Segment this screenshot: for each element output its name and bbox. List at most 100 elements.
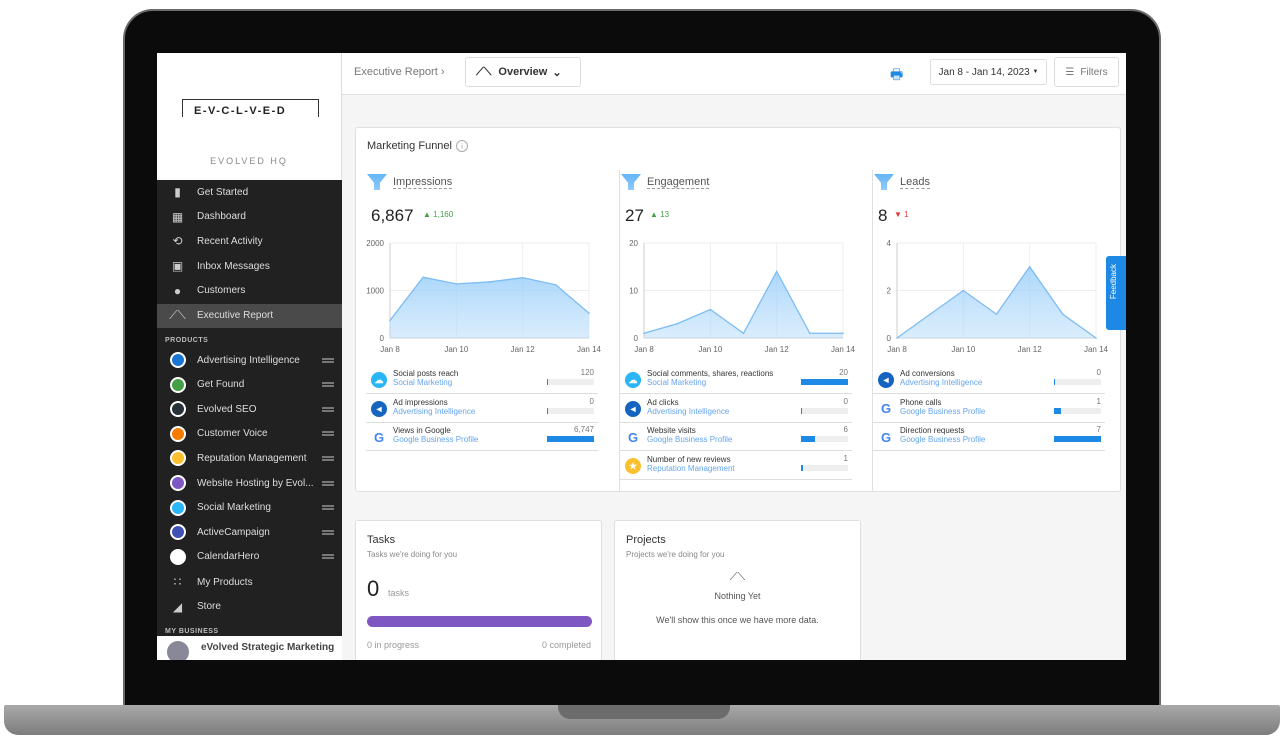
metric-source[interactable]: Google Business Profile — [393, 435, 479, 445]
sidebar-product[interactable]: Reputation Management — [157, 446, 342, 470]
drag-handle-icon[interactable] — [322, 406, 334, 412]
delta-value: 1,160 — [433, 210, 454, 219]
metric-value: 6,747 — [573, 425, 594, 435]
sidebar-product[interactable]: Get Found — [157, 373, 342, 397]
sidebar-item-customers[interactable]: ● Customers — [157, 279, 342, 303]
metric-title: Social posts reach — [393, 369, 459, 378]
column-title[interactable]: Engagement — [647, 176, 710, 189]
view-dropdown[interactable]: ⟋⟍ Overview ⌄ — [465, 57, 581, 87]
column-total: 8 — [878, 206, 888, 225]
sidebar-item-inbox-messages[interactable]: ▣ Inbox Messages — [157, 254, 342, 278]
brand-logo[interactable]: E-V-C-L-V-E-D — [182, 99, 319, 117]
laptop-base — [4, 705, 1280, 735]
drag-handle-icon[interactable] — [322, 480, 334, 486]
metric-bar-fill — [801, 407, 802, 414]
sidebar-item-recent-activity[interactable]: ⟲ Recent Activity — [157, 229, 342, 253]
column-title[interactable]: Impressions — [393, 176, 453, 189]
metric-bar-fill — [547, 407, 548, 414]
sidebar-product[interactable]: CalendarHero — [157, 545, 342, 569]
tasks-subtitle: Tasks we're doing for you — [367, 550, 458, 559]
sidebar-product[interactable]: Website Hosting by Evol... — [157, 471, 342, 495]
metric-title: Ad clicks — [647, 397, 679, 407]
nav-label: Get Found — [197, 379, 245, 391]
area-fill — [390, 277, 589, 338]
metric-title: Website visits — [647, 426, 696, 436]
avatar — [167, 641, 189, 660]
metric-source[interactable]: Google Business Profile — [647, 435, 733, 445]
app-screen: E-V-C-L-V-E-D EVOLVED HQ ▮ Get Started ▦ Da… — [157, 53, 1126, 660]
filters-button[interactable]: ☰ Filters — [1054, 57, 1119, 87]
metric-source[interactable]: Google Business Profile — [900, 435, 986, 445]
sidebar-product[interactable]: Customer Voice — [157, 422, 342, 446]
sidebar-item-my-products[interactable]: ∷ My Products — [157, 570, 342, 594]
person-icon: ● — [173, 283, 182, 298]
area-fill — [897, 266, 1096, 338]
metric-row[interactable]: ☁ Social posts reach Social Marketing 12… — [366, 366, 598, 394]
grid-icon: ∷ — [173, 575, 182, 589]
column-delta: ▲ 13 — [650, 210, 669, 219]
google-icon: G — [625, 429, 641, 446]
data-point — [588, 312, 590, 315]
feedback-tab[interactable]: Feedback — [1106, 256, 1126, 330]
sidebar: E-V-C-L-V-E-D EVOLVED HQ ▮ Get Started ▦ Da… — [157, 53, 342, 660]
drag-handle-icon[interactable] — [322, 505, 334, 511]
chevron-right-icon: › — [440, 66, 445, 78]
drag-handle-icon[interactable] — [322, 357, 334, 363]
metric-source[interactable]: Social Marketing — [647, 378, 707, 387]
date-range-picker[interactable]: Jan 8 - Jan 14, 2023 ▼ — [930, 59, 1047, 85]
sidebar-item-get-started[interactable]: ▮ Get Started — [157, 180, 342, 204]
drag-handle-icon[interactable] — [322, 529, 334, 535]
metric-row[interactable]: G Website visits Google Business Profile… — [620, 423, 852, 452]
sidebar-item-dashboard[interactable]: ▦ Dashboard — [157, 205, 342, 229]
history-icon: ⟲ — [172, 234, 183, 249]
nav-label: Get Started — [197, 186, 249, 198]
metric-source[interactable]: Google Business Profile — [900, 406, 986, 416]
metric-row[interactable]: ◄ Ad conversions Advertising Intelligenc… — [873, 366, 1105, 394]
sidebar-item-executive-report[interactable]: ⟋⟍ Executive Report — [157, 303, 342, 328]
metric-source[interactable]: Advertising Intelligence — [900, 378, 983, 387]
data-point — [422, 276, 424, 278]
sidebar-product[interactable]: Evolved SEO — [157, 397, 342, 421]
metric-row[interactable]: ☁ Social comments, shares, reactions Soc… — [620, 366, 852, 394]
caret-down-icon: ▼ — [1032, 69, 1039, 75]
metric-row[interactable]: G Direction requests Google Business Pro… — [873, 423, 1105, 452]
column-title[interactable]: Leads — [900, 176, 930, 189]
business-name: eVolved Strategic Marketing — [201, 642, 335, 653]
metric-bar — [801, 379, 848, 385]
nav-label: Social Marketing — [197, 502, 271, 514]
metric-source[interactable]: Advertising Intelligence — [393, 406, 476, 416]
sidebar-product[interactable]: Social Marketing — [157, 496, 342, 520]
metric-source[interactable]: Reputation Management — [647, 464, 735, 474]
print-icon[interactable]: 🖶 — [890, 66, 904, 82]
metric-row[interactable]: G Views in Google Google Business Profil… — [366, 423, 598, 452]
metric-row[interactable]: ◄ Ad clicks Advertising Intelligence 0 — [620, 395, 852, 423]
nav-label: Customer Voice — [197, 428, 268, 440]
drag-handle-icon[interactable] — [322, 554, 334, 560]
metric-value: 1 — [1096, 396, 1101, 406]
social-icon: ☁ — [371, 372, 387, 388]
metric-row[interactable]: G Phone calls Google Business Profile 1 — [873, 395, 1105, 423]
tasks-title: Tasks — [367, 534, 396, 546]
metric-source[interactable]: Advertising Intelligence — [647, 406, 730, 416]
info-icon[interactable]: i — [456, 140, 468, 152]
metric-source[interactable]: Social Marketing — [393, 378, 453, 387]
arrow-up-icon: ▲ — [423, 210, 431, 219]
x-tick-label: Jan 12 — [1018, 345, 1043, 354]
trend-icon: ⟋⟍ — [476, 65, 492, 78]
social-icon: ☁ — [625, 372, 641, 388]
sidebar-item-store[interactable]: ◢ Store — [157, 595, 342, 619]
data-point — [1062, 313, 1064, 316]
sidebar-product[interactable]: ActiveCampaign — [157, 520, 342, 544]
y-tick-label: 0 — [887, 334, 892, 343]
drag-handle-icon[interactable] — [322, 382, 334, 388]
metric-row[interactable]: ◄ Ad impressions Advertising Intelligenc… — [366, 395, 598, 423]
view-label: Overview — [498, 66, 548, 78]
metric-row[interactable]: ★ Number of new reviews Reputation Manag… — [620, 452, 852, 481]
feedback-label: Feedback — [1109, 264, 1118, 300]
breadcrumb[interactable]: Executive Report › — [354, 66, 445, 78]
metric-bar-fill — [1054, 379, 1055, 385]
business-card[interactable]: eVolved Strategic Marketing — [157, 636, 342, 660]
sidebar-product[interactable]: Advertising Intelligence — [157, 348, 342, 372]
drag-handle-icon[interactable] — [322, 431, 334, 437]
drag-handle-icon[interactable] — [322, 455, 334, 461]
